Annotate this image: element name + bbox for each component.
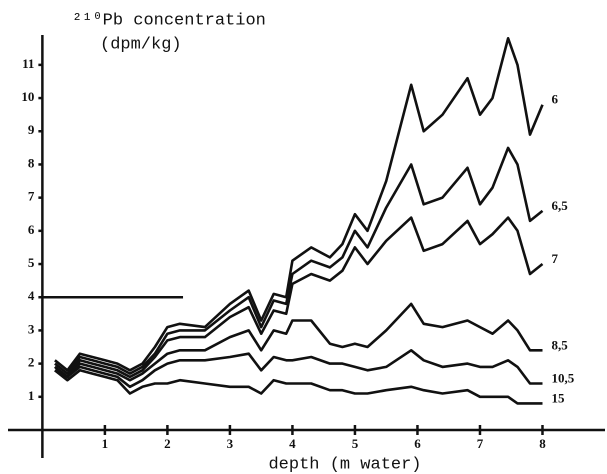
series-label: 6: [551, 92, 558, 107]
y-tick-label: 6: [28, 222, 35, 237]
series-label: 7: [551, 251, 558, 266]
y-tick-label: 1: [28, 388, 35, 403]
series-line: [54, 146, 544, 375]
chart-title: ²¹⁰Pb concentration: [72, 11, 266, 30]
x-tick-label: 7: [477, 436, 484, 451]
series-line: [54, 302, 543, 382]
series-label: 15: [551, 390, 565, 405]
series-line: [54, 216, 544, 379]
x-axis-label: depth (m water): [268, 455, 421, 474]
x-tick-label: 2: [164, 436, 171, 451]
chart-subtitle: (dpm/kg): [100, 35, 182, 54]
series-line: [54, 349, 543, 389]
x-tick-label: 1: [102, 436, 109, 451]
x-tick-label: 3: [227, 436, 234, 451]
y-tick-label: 7: [28, 189, 35, 204]
y-tick-label: 4: [28, 288, 35, 303]
series-label: 6,5: [551, 198, 568, 213]
series-line: [54, 369, 543, 405]
y-tick-label: 11: [22, 56, 34, 71]
series-label: 8,5: [551, 337, 568, 352]
y-tick-label: 5: [28, 255, 35, 270]
x-tick-label: 6: [414, 436, 421, 451]
y-tick-label: 3: [28, 321, 35, 336]
series-label: 10,5: [551, 371, 574, 386]
y-tick-label: 2: [28, 355, 35, 370]
y-tick-label: 8: [28, 155, 35, 170]
series-line: [54, 37, 544, 372]
y-tick-label: 10: [21, 89, 34, 104]
y-tick-label: 9: [28, 122, 35, 137]
x-tick-label: 5: [352, 436, 359, 451]
x-tick-label: 4: [289, 436, 296, 451]
x-tick-label: 8: [539, 436, 546, 451]
